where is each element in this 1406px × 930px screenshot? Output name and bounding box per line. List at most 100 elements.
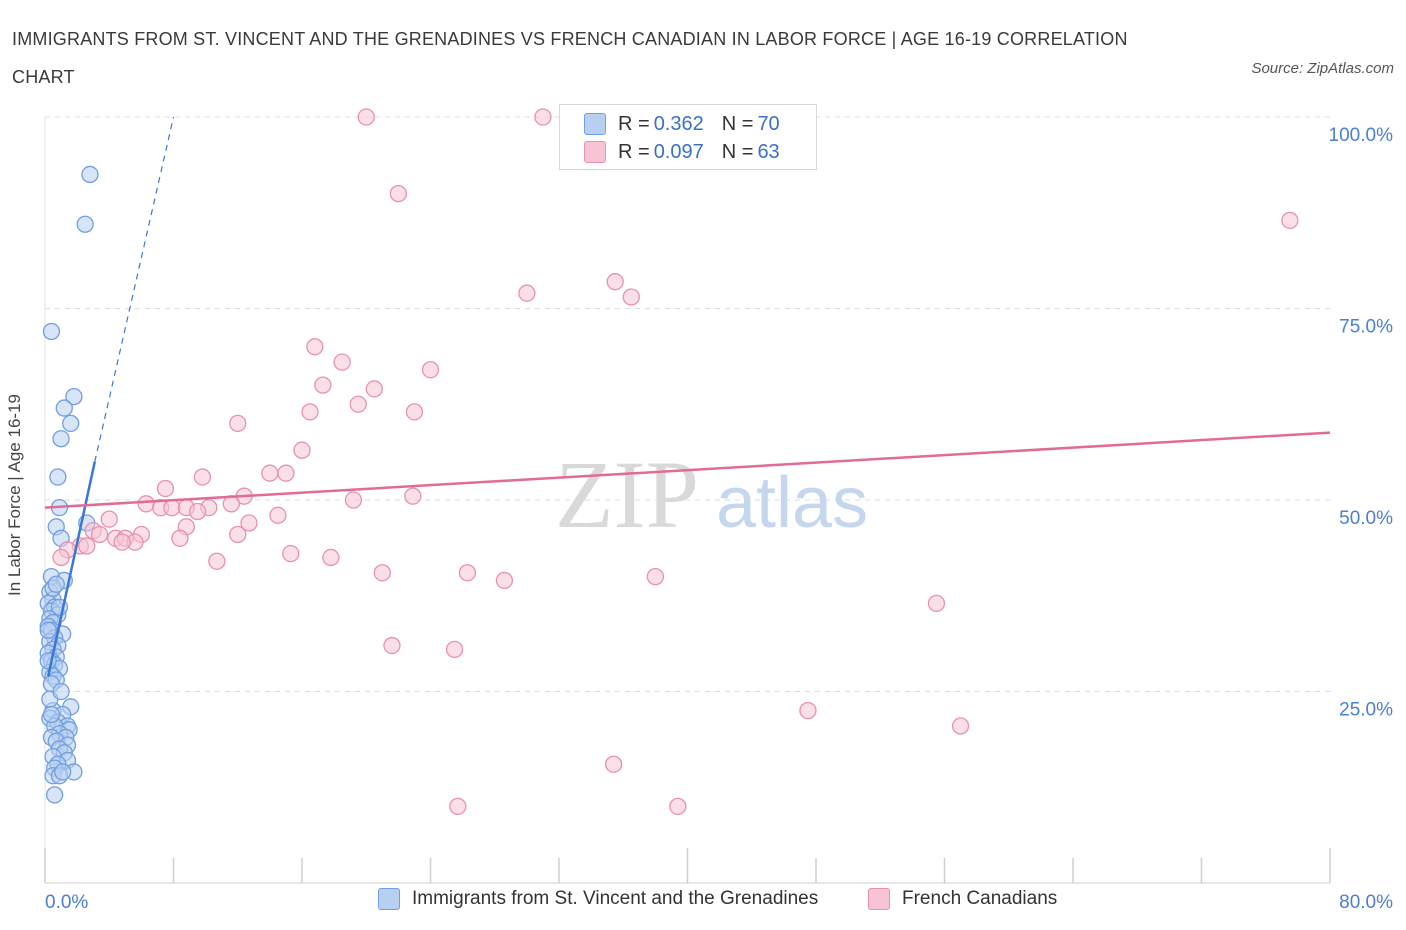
data-point-french-canadians: [383, 636, 401, 655]
data-point-immigrants: [52, 430, 70, 448]
data-point-french-canadians: [445, 640, 464, 659]
legend-swatch-pink: [868, 888, 890, 910]
series-legend: Immigrants from St. Vincent and the Gren…: [0, 888, 1406, 918]
legend-item-immigrants[interactable]: Immigrants from St. Vincent and the Gren…: [378, 888, 818, 910]
tick-labels: 25.0% 50.0% 75.0% 100.0% 0.0% 80.0%: [45, 125, 1393, 913]
data-point-french-canadians: [78, 537, 96, 555]
y-axis-label: In Labor Force | Age 16-19: [5, 394, 24, 596]
legend-item-french-canadians[interactable]: French Canadians: [868, 888, 1057, 910]
data-point-immigrants: [65, 387, 83, 406]
data-point-french-canadians: [100, 510, 118, 528]
data-point-french-canadians: [606, 273, 624, 291]
data-point-french-canadians: [799, 702, 817, 720]
data-point-french-canadians: [269, 506, 287, 524]
data-point-french-canadians: [622, 288, 640, 306]
legend-swatch-pink: [584, 141, 606, 163]
data-point-french-canadians: [495, 571, 514, 590]
legend-label-immigrants: Immigrants from St. Vincent and the Gren…: [412, 888, 819, 909]
data-point-french-canadians: [405, 403, 424, 421]
data-point-french-canadians: [282, 544, 300, 563]
grid-lines: [45, 116, 1330, 692]
legend-swatch-blue: [378, 888, 400, 910]
data-point-french-canadians: [404, 487, 422, 505]
data-point-french-canadians: [277, 464, 295, 482]
r-label: R =: [618, 140, 650, 163]
data-point-immigrants: [54, 763, 72, 781]
data-point-immigrants: [76, 215, 94, 233]
data-point-french-canadians: [156, 479, 175, 498]
data-point-immigrants: [45, 786, 64, 804]
x-tick-label: 0.0%: [45, 892, 88, 913]
data-point-french-canadians: [52, 548, 70, 567]
data-point-french-canadians: [365, 380, 383, 398]
data-point-french-canadians: [1281, 211, 1299, 230]
data-point-french-canadians: [188, 502, 207, 521]
data-point-french-canadians: [421, 361, 440, 379]
data-point-immigrants: [62, 414, 80, 433]
data-point-french-canadians: [604, 755, 623, 773]
data-point-french-canadians: [458, 564, 477, 582]
series-pink-points: [52, 108, 1299, 816]
data-point-french-canadians: [229, 525, 247, 544]
data-point-immigrants: [49, 468, 67, 486]
trend-lines: [44, 116, 1331, 677]
data-point-french-canadians: [349, 395, 367, 413]
legend-label-french-canadians: French Canadians: [902, 888, 1058, 909]
data-point-french-canadians: [113, 533, 131, 551]
n-value: 70: [757, 112, 780, 135]
stats-legend-row-pink: R = 0.097 N = 63: [584, 139, 784, 165]
y-tick-label: 100.0%: [1329, 125, 1394, 146]
r-value: 0.362: [653, 112, 704, 135]
data-point-immigrants: [55, 399, 73, 417]
trend-line-immigrants-dashed: [94, 116, 175, 462]
data-point-french-canadians: [163, 499, 181, 517]
y-tick-label: 75.0%: [1339, 317, 1393, 338]
watermark-atlas: atlas: [716, 463, 868, 543]
data-point-french-canadians: [389, 184, 408, 203]
n-label: N =: [721, 140, 754, 163]
data-point-french-canadians: [344, 491, 363, 509]
data-point-french-canadians: [357, 108, 375, 126]
trend-line-immigrants: [46, 461, 97, 677]
data-point-french-canadians: [534, 108, 552, 126]
data-point-french-canadians: [240, 514, 258, 532]
data-point-french-canadians: [333, 353, 351, 371]
data-point-immigrants: [42, 322, 61, 341]
data-point-immigrants: [42, 705, 61, 724]
data-point-immigrants: [52, 682, 70, 701]
data-point-immigrants: [39, 621, 57, 639]
data-point-french-canadians: [261, 464, 279, 482]
data-point-french-canadians: [90, 525, 109, 544]
data-point-immigrants: [47, 575, 65, 593]
data-point-french-canadians: [171, 529, 189, 547]
data-point-french-canadians: [306, 338, 324, 356]
data-point-french-canadians: [449, 797, 467, 816]
source-label: Source: ZipAtlas.com: [1251, 60, 1394, 77]
n-value: 63: [757, 140, 780, 163]
y-tick-label: 25.0%: [1339, 700, 1393, 721]
r-value: 0.097: [653, 140, 704, 163]
data-point-french-canadians: [301, 403, 319, 421]
data-point-french-canadians: [646, 567, 665, 586]
data-point-french-canadians: [208, 552, 226, 570]
data-point-french-canadians: [322, 548, 340, 567]
watermark-zip: ZIP: [555, 441, 699, 548]
data-point-french-canadians: [951, 717, 970, 735]
legend-swatch-blue: [584, 113, 606, 135]
chart-title: IMMIGRANTS FROM ST. VINCENT AND THE GREN…: [12, 29, 1128, 87]
n-label: N =: [721, 112, 754, 135]
trend-line-french-canadians: [44, 431, 1331, 509]
r-label: R =: [618, 112, 650, 135]
data-point-french-canadians: [293, 441, 311, 459]
data-point-french-canadians: [314, 376, 332, 394]
stats-legend-row-blue: R = 0.362 N = 70: [584, 111, 784, 137]
data-point-french-canadians: [518, 284, 536, 302]
data-point-french-canadians: [229, 414, 247, 433]
data-point-french-canadians: [193, 468, 212, 486]
stats-legend: R = 0.362 N = 70 R = 0.097 N = 63: [559, 104, 817, 170]
data-point-french-canadians: [373, 564, 391, 582]
y-tick-label: 50.0%: [1339, 508, 1393, 529]
data-point-french-canadians: [927, 594, 946, 613]
data-point-immigrants: [81, 165, 99, 184]
